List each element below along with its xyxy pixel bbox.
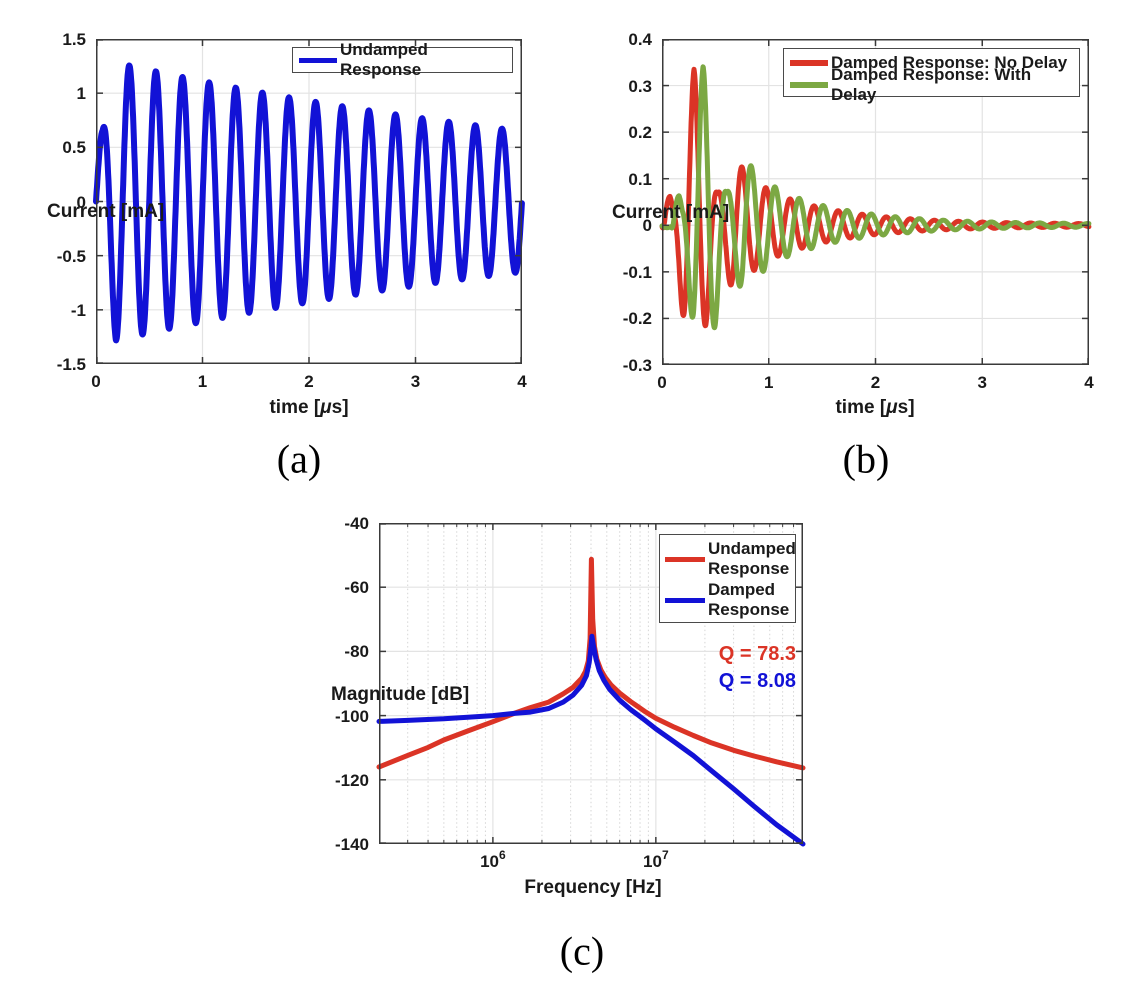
y-tick-label: 0.1 [628, 169, 652, 189]
legend-label: Undamped Response [708, 539, 796, 578]
x-tick-label: 2 [870, 373, 881, 392]
y-axis-label-c: Magnitude [dB] [331, 684, 469, 706]
x-tick-label: 106 [480, 848, 506, 871]
x-tick-label: 3 [977, 373, 987, 392]
y-axis-label-text: Magnitude [dB] [331, 684, 470, 705]
chart-c-bode-magnitude: -40 -60 -80 -100 -120 -140 106 107 [335, 515, 806, 870]
y-tick-label: -120 [334, 770, 369, 790]
y-tick-label: 0.3 [628, 76, 652, 96]
x-tick-label: 2 [304, 372, 314, 391]
x-axis-label-text: Frequency [Hz] [524, 877, 662, 898]
y-tick-label: -60 [344, 578, 369, 598]
caption-c: (c) [559, 928, 605, 974]
x-label-post: s] [897, 397, 915, 418]
y-tick-label: 1 [76, 84, 86, 104]
y-tick-label: 0.2 [628, 123, 652, 143]
x-tick-label: 3 [410, 372, 421, 391]
x-label-post: s] [331, 397, 349, 418]
legend-label: Undamped Response [340, 40, 428, 79]
x-axis-label-c: Frequency [Hz] [524, 877, 730, 910]
legend-swatch-with-delay-green [790, 81, 828, 88]
y-tick-label: -0.2 [622, 309, 652, 329]
x-tick-label: 0 [91, 372, 101, 391]
x-tick-label: 4 [1084, 373, 1094, 392]
x-tick-label: 1 [764, 373, 774, 392]
y-tick-label: 0 [76, 192, 86, 212]
x-label-pre: time [ [835, 397, 887, 418]
legend-swatch-damped-blue [665, 597, 705, 603]
x-tick-label: 0 [657, 373, 667, 392]
y-tick-label: -0.5 [56, 246, 86, 266]
y-tick-label: -80 [344, 642, 369, 662]
caption-b: (b) [842, 436, 890, 482]
mu-symbol: μ [886, 397, 898, 418]
caption-a: (a) [276, 436, 322, 482]
legend-b: Damped Response: No Delay Damped Respons… [783, 48, 1080, 104]
legend-label: Damped Response: With Delay [831, 64, 1032, 104]
x-label-pre: time [ [269, 397, 321, 418]
y-tick-label: 0 [642, 216, 652, 236]
legend-c: Undamped Response Damped Response [659, 534, 796, 623]
legend-label: Damped Response [708, 580, 790, 619]
series-line-blue [93, 62, 525, 344]
legend-swatch-undamped-red [665, 556, 705, 562]
y-tick-label: -100 [334, 706, 369, 726]
chart-b-damped-time: 0.4 0.3 0.2 0.1 0 -0.1 -0.2 -0.3 0 1 2 3 4 [623, 31, 1094, 391]
plot-area-b [659, 39, 1092, 365]
x-axis-label-b: time [μs] [835, 397, 954, 430]
plot-area-a [93, 39, 525, 364]
x-tick-label: 107 [643, 848, 669, 871]
x-axis-label-a: time [μs] [269, 397, 388, 430]
y-tick-label: 0.4 [628, 30, 652, 49]
plot-area-c [376, 523, 806, 847]
axes-border [379, 523, 803, 844]
y-tick-label: -0.1 [622, 262, 652, 282]
y-axis-label-text: Current [mA] [612, 202, 730, 223]
legend-swatch-no-delay-red [790, 59, 828, 66]
mu-symbol: μ [320, 397, 332, 418]
chart-a-undamped-time: 1.5 1 0.5 0 -0.5 -1 -1.5 0 1 2 3 4 [57, 31, 527, 390]
axes-border [96, 39, 522, 364]
y-tick-label: 0.5 [62, 138, 86, 158]
y-tick-label: -40 [344, 514, 369, 533]
x-tick-label: 4 [517, 372, 527, 391]
series-line-red [659, 66, 1092, 329]
y-axis-label-a: Current [mA] [47, 201, 164, 223]
legend-swatch-undamped-blue [299, 57, 337, 63]
series-line-blue [376, 633, 806, 847]
y-tick-label: -0.3 [622, 356, 652, 375]
annotation-q-undamped: Q = 78.3 [718, 643, 796, 665]
annotation-q-damped: Q = 8.08 [718, 670, 796, 692]
x-tick-label: 1 [197, 372, 208, 391]
axes-border [662, 39, 1089, 365]
legend-a: Undamped Response [292, 40, 513, 79]
series-line-red [376, 556, 806, 771]
y-tick-label: -1 [70, 300, 86, 320]
y-tick-label: -1.5 [56, 355, 86, 374]
y-axis-label-text: Current [mA] [47, 201, 165, 222]
legend-label: Damped Response: No Delay [831, 52, 1068, 72]
y-tick-label: 1.5 [62, 30, 86, 49]
y-tick-label: -140 [334, 835, 369, 854]
y-axis-label-b: Current [mA] [612, 202, 729, 224]
series-line-green [659, 64, 1092, 331]
